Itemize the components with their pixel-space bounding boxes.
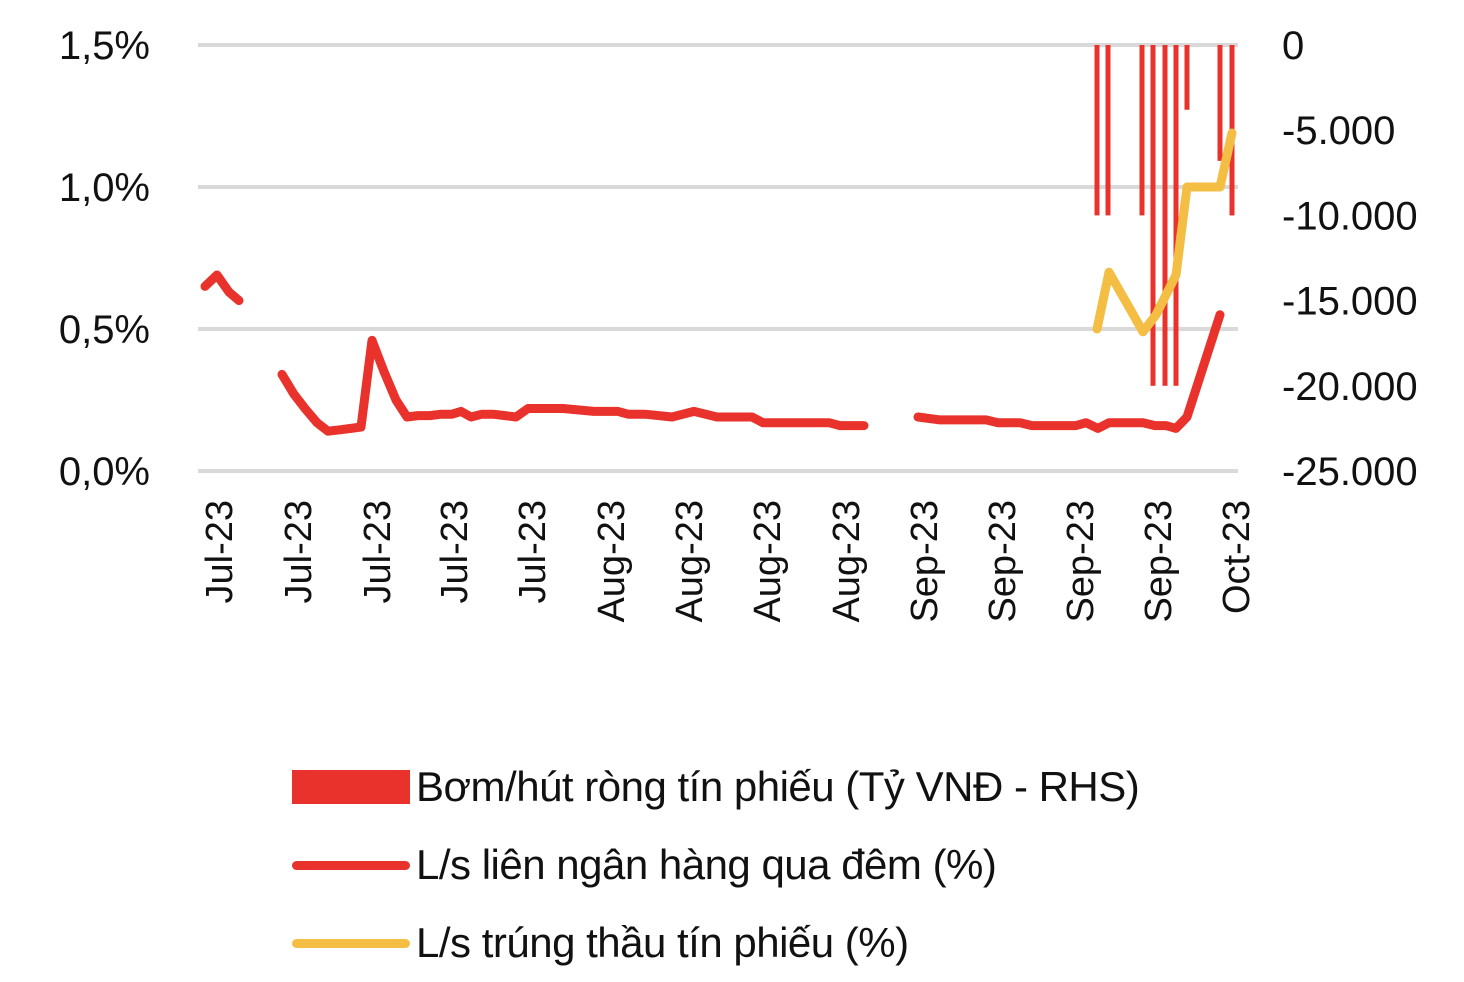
- legend-item-net-injection: Bơm/hút ròng tín phiếu (Tỷ VNĐ - RHS): [292, 748, 1140, 826]
- legend-label: Bơm/hút ròng tín phiếu (Tỷ VNĐ - RHS): [416, 763, 1140, 810]
- x-axis-tick: Aug-23: [826, 500, 868, 623]
- right-axis-tick: -25.000: [1282, 450, 1418, 494]
- line-segment: [200, 270, 244, 306]
- x-axis-tick: Jul-23: [278, 500, 320, 604]
- bar: [1173, 45, 1179, 386]
- left-axis-tick: 0,5%: [59, 308, 150, 352]
- left-axis-tick: 0,0%: [59, 450, 150, 494]
- bar: [1139, 45, 1145, 216]
- x-axis-tick: Jul-23: [357, 500, 399, 604]
- right-axis-tick: -10.000: [1282, 194, 1418, 238]
- x-axis-labels: Jul-23 Jul-23 Jul-23 Jul-23 Jul-23 Aug-23 Aug-…: [199, 500, 1258, 623]
- x-axis-tick: Jul-23: [199, 500, 241, 604]
- bar: [1105, 45, 1111, 216]
- line-segment: [1092, 128, 1237, 337]
- x-axis-tick: Jul-23: [512, 500, 554, 604]
- legend-item-auction-rate: L/s trúng thầu tín phiếu (%): [292, 904, 1139, 982]
- bar: [1150, 45, 1156, 386]
- line-series-layer: [200, 128, 1237, 436]
- x-axis-tick: Sep-23: [1138, 500, 1180, 623]
- line-segment: [277, 335, 869, 436]
- x-axis-tick: Aug-23: [747, 500, 789, 623]
- legend-yellow-line-icon: [292, 938, 410, 948]
- right-axis-tick: -5.000: [1282, 109, 1395, 153]
- legend-item-interbank-rate: L/s liên ngân hàng qua đêm (%): [292, 826, 1139, 904]
- bar: [1184, 45, 1190, 110]
- x-axis-tick: Sep-23: [1060, 500, 1102, 623]
- right-axis-tick: 0: [1282, 24, 1304, 68]
- bar: [1162, 45, 1168, 386]
- line-segment: [913, 310, 1225, 433]
- bar: [1217, 45, 1223, 161]
- x-axis-tick: Oct-23: [1216, 500, 1258, 614]
- gridlines: [198, 43, 1238, 473]
- legend-red-line-icon: [292, 860, 410, 870]
- x-axis-tick: Sep-23: [904, 500, 946, 623]
- right-axis-tick: -20.000: [1282, 365, 1418, 409]
- left-axis-tick: 1,5%: [59, 24, 150, 68]
- legend-label: L/s trúng thầu tín phiếu (%): [416, 919, 909, 966]
- x-axis-tick: Aug-23: [591, 500, 633, 623]
- left-axis-tick: 1,0%: [59, 166, 150, 210]
- x-axis-tick: Jul-23: [434, 500, 476, 604]
- x-axis-tick: Aug-23: [669, 500, 711, 623]
- legend-bar-swatch-icon: [292, 770, 410, 804]
- bar: [1094, 45, 1100, 216]
- legend: Bơm/hút ròng tín phiếu (Tỷ VNĐ - RHS) L/…: [292, 748, 1140, 982]
- right-y-axis: 0 -5.000 -10.000 -15.000 -20.000 -25.000: [1282, 24, 1418, 494]
- right-axis-tick: -15.000: [1282, 280, 1418, 324]
- x-axis-tick: Sep-23: [982, 500, 1024, 623]
- legend-label: L/s liên ngân hàng qua đêm (%): [416, 841, 997, 888]
- left-y-axis: 1,5% 1,0% 0,5% 0,0%: [59, 24, 150, 494]
